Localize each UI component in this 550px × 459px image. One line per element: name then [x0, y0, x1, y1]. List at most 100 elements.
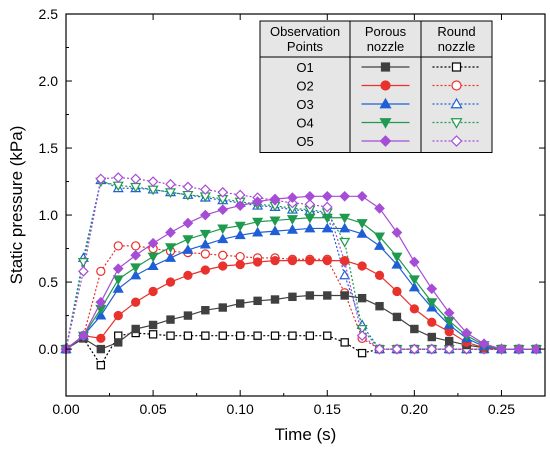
- data-point: [356, 190, 368, 202]
- series-line: [65, 332, 537, 367]
- data-point: [131, 324, 140, 334]
- data-point: [147, 252, 159, 263]
- data-point: [95, 309, 107, 320]
- data-point: [147, 237, 159, 249]
- data-point: [235, 251, 245, 262]
- data-point: [445, 336, 454, 346]
- series-line: [65, 179, 537, 350]
- data-point: [340, 338, 349, 347]
- y-axis: 0.0 0.5 1.0 1.5 2.0 2.5: [39, 6, 545, 357]
- data-point: [182, 217, 194, 229]
- data-point: [287, 255, 298, 266]
- legend-round-marker: [451, 62, 462, 72]
- x-tick-label: 0.10: [227, 401, 254, 417]
- legend-header: nozzle: [367, 39, 405, 54]
- data-point: [112, 283, 124, 293]
- data-point: [269, 216, 281, 227]
- data-point: [234, 200, 246, 212]
- data-point: [147, 176, 159, 187]
- data-point: [78, 265, 89, 277]
- data-point: [95, 173, 107, 185]
- data-point: [201, 306, 210, 315]
- data-point: [270, 331, 280, 340]
- data-point: [112, 275, 124, 286]
- legend-row-label: O5: [296, 134, 313, 149]
- data-point: [340, 291, 349, 300]
- data-point: [321, 190, 333, 202]
- data-point: [357, 348, 367, 358]
- data-point: [374, 343, 385, 355]
- data-point: [391, 343, 403, 355]
- data-point: [305, 291, 315, 300]
- data-point: [200, 265, 210, 275]
- data-point: [183, 311, 193, 320]
- data-point: [130, 269, 142, 280]
- data-point: [322, 255, 332, 266]
- data-point: [218, 261, 228, 271]
- data-point: [373, 232, 386, 243]
- data-point: [513, 343, 525, 355]
- legend-porous-marker: [379, 97, 392, 109]
- data-point: [304, 190, 316, 202]
- data-point: [375, 301, 384, 311]
- data-point: [200, 249, 210, 259]
- legend-porous-marker: [380, 62, 391, 72]
- data-point: [373, 240, 386, 250]
- data-point: [461, 327, 472, 339]
- data-point: [286, 224, 298, 234]
- data-point: [288, 292, 297, 302]
- data-point: [391, 258, 403, 269]
- data-point: [374, 203, 385, 214]
- data-point: [427, 332, 436, 342]
- y-tick-label: 2.5: [39, 6, 59, 22]
- data-point: [165, 178, 176, 190]
- y-tick-label: 1.0: [39, 207, 59, 223]
- data-point: [148, 286, 158, 297]
- data-point: [443, 343, 455, 355]
- data-point: [356, 219, 368, 229]
- data-point: [392, 312, 402, 322]
- data-point: [443, 307, 455, 319]
- x-tick-label: 0.05: [139, 401, 166, 417]
- data-point: [217, 204, 229, 216]
- data-point: [252, 257, 263, 267]
- legend-porous-marker: [379, 118, 392, 129]
- data-point: [253, 331, 262, 340]
- data-point: [321, 222, 333, 233]
- data-point: [130, 263, 142, 274]
- data-point: [148, 320, 158, 330]
- data-point: [164, 252, 177, 262]
- legend-round-marker: [450, 135, 463, 147]
- data-point: [339, 213, 351, 224]
- data-point: [252, 217, 264, 228]
- data-point: [217, 233, 229, 244]
- data-point: [339, 190, 351, 202]
- data-point: [478, 338, 490, 350]
- data-point: [323, 291, 332, 300]
- data-point: [252, 196, 263, 207]
- series-line: [65, 195, 537, 350]
- data-point: [199, 209, 211, 221]
- data-point: [356, 325, 368, 335]
- data-point: [321, 213, 333, 224]
- x-tick-label: 0.15: [314, 401, 341, 417]
- x-tick-label: 0.20: [401, 401, 428, 417]
- data-point: [391, 252, 403, 263]
- data-point: [287, 197, 298, 209]
- data-point: [530, 343, 542, 355]
- legend-row-label: O2: [296, 79, 313, 94]
- series-line: [65, 217, 537, 350]
- data-point: [391, 227, 403, 238]
- legend-header: Points: [287, 39, 324, 54]
- data-point: [182, 235, 194, 245]
- data-point: [496, 343, 507, 355]
- data-point: [166, 331, 175, 340]
- data-point: [374, 270, 385, 281]
- data-point: [287, 192, 298, 203]
- data-point: [339, 237, 351, 248]
- legend-header: nozzle: [438, 39, 476, 54]
- data-point: [305, 331, 315, 340]
- data-point: [408, 281, 420, 292]
- data-point: [427, 317, 437, 327]
